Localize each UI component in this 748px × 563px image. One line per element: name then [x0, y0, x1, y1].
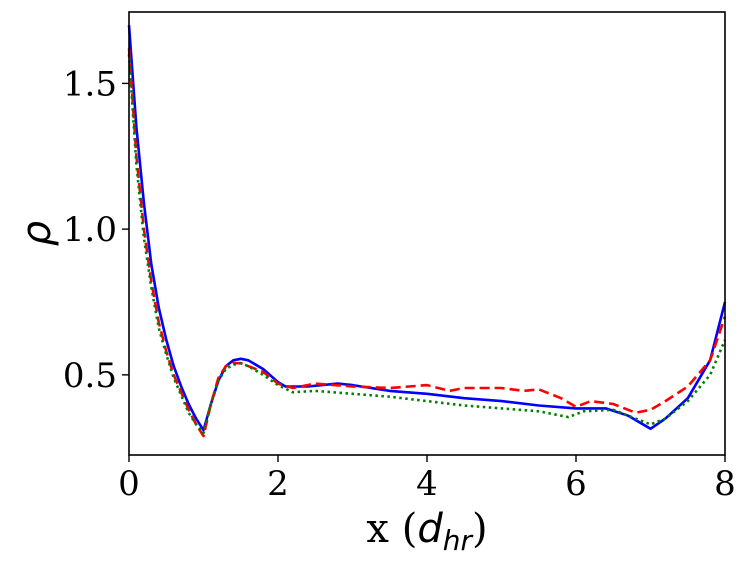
y-tick-label: 1.5 — [63, 64, 117, 104]
x-axis-label-var: d — [417, 506, 443, 552]
x-axis-label: x (dhr) — [366, 506, 487, 557]
series-line-solid — [127, 25, 727, 432]
x-tick-label: 6 — [565, 464, 587, 504]
y-tick-label: 0.5 — [63, 356, 117, 396]
x-tick-label: 0 — [118, 464, 140, 504]
y-axis-ticks: 0.5 1.0 1.5 — [63, 64, 129, 396]
plot-frame — [128, 11, 726, 456]
y-axis-label: ρ — [14, 221, 60, 246]
series-line-dashed — [127, 48, 727, 438]
series-line-dotted — [127, 54, 727, 435]
x-axis-label-subscript: hr — [443, 524, 474, 557]
x-axis-ticks: 0 2 4 6 8 — [118, 455, 736, 504]
x-tick-label: 4 — [416, 464, 438, 504]
x-tick-label: 8 — [714, 464, 736, 504]
x-axis-label-close: ) — [472, 506, 488, 552]
x-tick-label: 2 — [267, 464, 289, 504]
y-tick-label: 1.0 — [63, 210, 117, 250]
x-axis-label-main: x ( — [366, 506, 417, 552]
series-lines — [127, 25, 727, 438]
